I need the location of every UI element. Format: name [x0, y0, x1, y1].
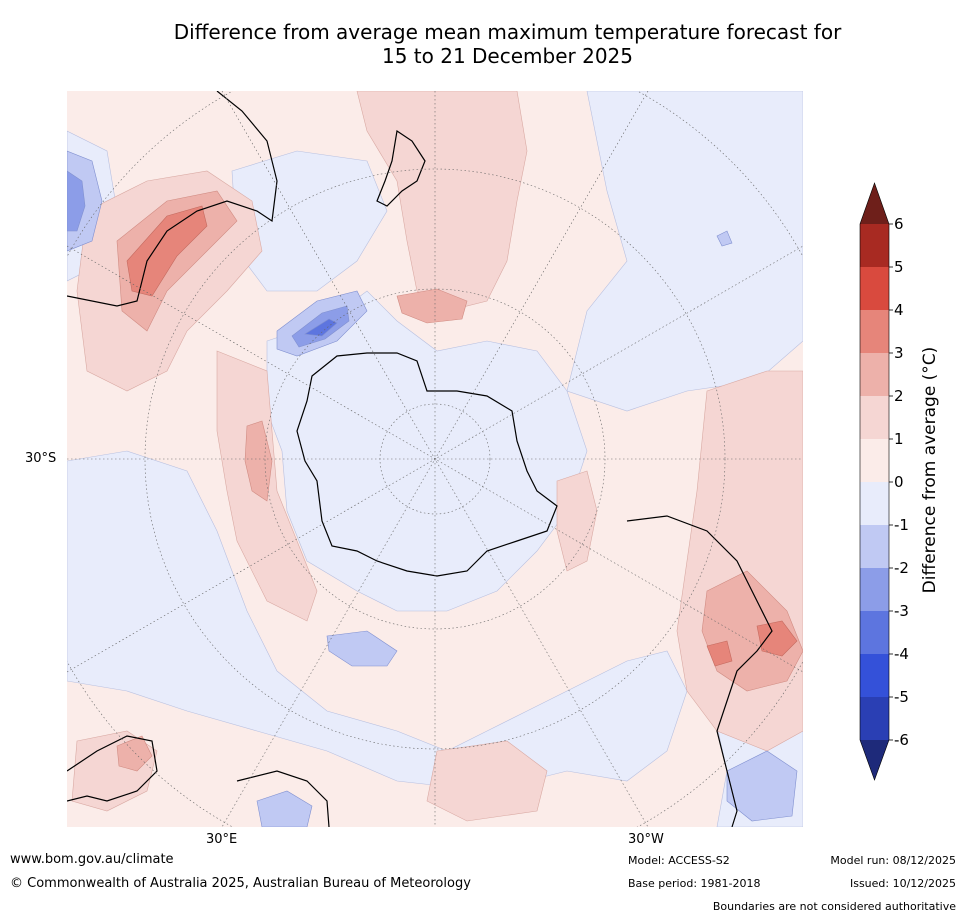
antarctica-coastline — [296, 352, 558, 577]
colorbar-segment-m5_to_m4 — [860, 654, 889, 697]
lon-label-30w: 30°W — [628, 832, 664, 847]
warm-3-4-regions — [126, 205, 798, 667]
new-zealand-coastline — [376, 129, 426, 207]
colorbar-tick-label: 4 — [894, 301, 904, 319]
region-pacific-cold-spot — [716, 230, 733, 247]
footer-copyright: © Commonwealth of Australia 2025, Austra… — [10, 876, 471, 891]
title-line-1: Difference from average mean maximum tem… — [173, 20, 842, 44]
colorbar-segment-3_to_4 — [860, 310, 889, 353]
colorbar-segment-m1_to_0 — [860, 482, 889, 525]
colorbar-tick-label: 0 — [894, 473, 904, 491]
region-chile-3-4 — [706, 640, 733, 667]
colorbar-segment-2_to_3 — [860, 353, 889, 396]
lat-label-30s: 30°S — [25, 451, 57, 466]
footer-issued: Issued: 10/12/2025 — [849, 877, 956, 890]
colorbar-extend-min — [860, 740, 889, 780]
colorbar-tick-label: 3 — [894, 344, 904, 362]
colorbar-segment-m3_to_m2 — [860, 568, 889, 611]
colorbar-segments — [859, 182, 890, 781]
colorbar-segment-m2_to_m1 — [860, 525, 889, 568]
region-antarctic-cool — [266, 290, 588, 612]
colorbar-segment-0_to_1 — [860, 439, 889, 482]
footer-model-run: Model run: 08/12/2025 — [830, 854, 956, 867]
colorbar-tick-labels: 6 5 4 3 2 1 0 -1 -2 -3 -4 -5 -6 — [889, 215, 909, 749]
footer-disclaimer: Boundaries are not considered authoritat… — [712, 900, 956, 913]
region-indian-cold — [326, 630, 398, 667]
region-south-africa-cold — [256, 790, 313, 827]
graticule-circle-3 — [144, 168, 726, 750]
colorbar-segment-m4_to_m3 — [860, 611, 889, 654]
colorbar-segment-4_to_5 — [860, 267, 889, 310]
colorbar-segment-m6_to_m5 — [860, 697, 889, 740]
colorbar-segment-5_to_6 — [860, 224, 889, 267]
colorbar-segment-1_to_2 — [860, 396, 889, 439]
colorbar-tick-label: -3 — [894, 602, 909, 620]
region-indian-cool — [67, 450, 688, 792]
colorbar-tick-label: -6 — [894, 731, 909, 749]
madagascar-coastline — [236, 770, 330, 827]
region-indian-2-3 — [244, 420, 273, 502]
colorbar-tick-label: -4 — [894, 645, 909, 663]
map-title: Difference from average mean maximum tem… — [0, 20, 965, 68]
region-south-atlantic-warm — [426, 740, 548, 822]
region-atlantic-cold — [726, 750, 798, 822]
australia-coastline — [67, 91, 278, 307]
title-line-2: 15 to 21 December 2025 — [381, 44, 633, 68]
footer-website[interactable]: www.bom.gov.au/climate — [10, 852, 174, 867]
region-west-edge-cold-2 — [67, 170, 86, 232]
footer-model: Model: ACCESS-S2 — [628, 854, 730, 867]
region-pacific-warm-band — [356, 91, 528, 312]
africa-coastline — [67, 735, 158, 802]
graticule-circle-2 — [264, 288, 606, 630]
lon-label-30e: 30°E — [206, 832, 238, 847]
colorbar-tick-label: 6 — [894, 215, 904, 233]
graticule — [67, 91, 803, 827]
region-west-australia-3-4 — [126, 205, 208, 297]
cold-anomaly-regions — [67, 150, 798, 827]
coastlines — [67, 91, 773, 827]
region-southern-ocean-cold-3 — [304, 318, 338, 337]
colorbar: 6 5 4 3 2 1 0 -1 -2 -3 -4 -5 -6 Difference from aver… — [859, 182, 940, 781]
colorbar-tick-label: -1 — [894, 516, 909, 534]
south-america-coastline — [626, 515, 773, 827]
region-weddell-warm — [556, 470, 598, 572]
colorbar-extend-max — [860, 183, 889, 224]
region-south-america-3-4 — [756, 620, 798, 657]
footer-base-period: Base period: 1981-2018 — [628, 877, 761, 890]
temperature-anomaly-map — [67, 91, 803, 827]
region-ross-sea-2-3 — [396, 288, 468, 324]
colorbar-label: Difference from average (°C) — [920, 347, 940, 594]
colorbar-tick-label: -2 — [894, 559, 909, 577]
colorbar-tick-label: -5 — [894, 688, 909, 706]
meridian-6 — [67, 245, 803, 673]
region-south-pacific-cool — [566, 91, 803, 412]
colorbar-tick-label: 5 — [894, 258, 904, 276]
colorbar-tick-label: 1 — [894, 430, 904, 448]
colorbar-tick-label: 2 — [894, 387, 904, 405]
